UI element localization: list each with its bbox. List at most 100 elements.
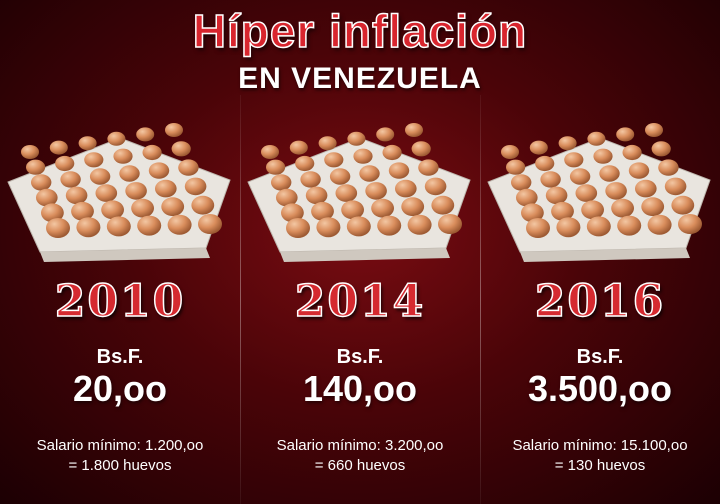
column-divider bbox=[240, 95, 241, 504]
egg-shape bbox=[581, 200, 604, 220]
egg-shape bbox=[376, 127, 395, 142]
egg-shape bbox=[540, 171, 561, 188]
egg-shape bbox=[171, 141, 191, 157]
egg-shape bbox=[526, 218, 550, 238]
egg-shape bbox=[395, 179, 417, 198]
egg-shape bbox=[324, 152, 344, 168]
egg-shape bbox=[535, 155, 555, 172]
egg-shape bbox=[136, 127, 155, 142]
egg-shape bbox=[305, 186, 328, 205]
egg-shape bbox=[564, 152, 584, 168]
egg-shape bbox=[521, 203, 544, 223]
egg-tray-image bbox=[487, 123, 711, 262]
egg-shape bbox=[628, 162, 650, 179]
egg-shape bbox=[647, 214, 672, 235]
egg-shape bbox=[616, 127, 635, 142]
egg-tray-image bbox=[247, 123, 471, 262]
egg-shape bbox=[95, 184, 118, 202]
egg-shape bbox=[281, 203, 304, 223]
egg-shape bbox=[148, 162, 170, 179]
egg-shape bbox=[266, 159, 286, 175]
egg-shape bbox=[65, 186, 88, 205]
minimum-salary: Salario mínimo: 1.200,oo bbox=[36, 437, 204, 454]
egg-shape bbox=[107, 131, 126, 146]
eggs-equivalent: = 1.800 huevos bbox=[68, 457, 172, 474]
egg-shape bbox=[405, 123, 423, 137]
egg-shape bbox=[658, 159, 679, 176]
egg-price: 20,oo bbox=[72, 368, 168, 409]
egg-shape bbox=[401, 197, 425, 217]
egg-shape bbox=[46, 218, 70, 238]
year-column-2014: 2014 Bs.F. 140,oo Salario mínimo: 3.200,… bbox=[240, 110, 480, 504]
egg-shape bbox=[318, 136, 337, 151]
egg-shape bbox=[60, 171, 81, 188]
egg-shape bbox=[295, 155, 315, 172]
egg-shape bbox=[641, 197, 665, 217]
page-subtitle: EN VENEZUELA bbox=[238, 62, 482, 95]
egg-shape bbox=[89, 168, 111, 185]
egg-shape bbox=[558, 136, 577, 151]
egg-shape bbox=[125, 182, 147, 200]
egg-shape bbox=[49, 140, 68, 155]
egg-shape bbox=[418, 159, 439, 176]
egg-shape bbox=[382, 144, 402, 161]
egg-shape bbox=[569, 168, 591, 185]
egg-shape bbox=[511, 174, 532, 191]
currency-label: Bs.F. bbox=[336, 346, 384, 368]
egg-shape bbox=[165, 123, 183, 137]
eggs-equivalent: = 660 huevos bbox=[314, 457, 406, 474]
egg-shape bbox=[25, 159, 46, 175]
salary-info: Salario mínimo: 15.100,oo = 130 huevos bbox=[480, 436, 720, 476]
salary-info: Salario mínimo: 3.200,oo = 660 huevos bbox=[240, 436, 480, 476]
year-label: 2016 bbox=[534, 275, 666, 328]
egg-shape bbox=[635, 179, 657, 198]
egg-shape bbox=[545, 186, 568, 205]
egg-shape bbox=[593, 148, 613, 164]
egg-shape bbox=[617, 215, 642, 236]
salary-info: Salario mínimo: 1.200,oo = 1.800 huevos bbox=[0, 436, 240, 476]
egg-shape bbox=[311, 201, 334, 221]
currency-label: Bs.F. bbox=[96, 346, 144, 368]
egg-shape bbox=[41, 203, 64, 223]
egg-shape bbox=[431, 195, 455, 215]
egg-shape bbox=[191, 195, 215, 215]
year-column-2010: 2010 Bs.F. 20,oo Salario mínimo: 1.200,o… bbox=[0, 110, 240, 504]
egg-shape bbox=[198, 214, 222, 234]
egg-shape bbox=[21, 145, 39, 159]
egg-shape bbox=[587, 131, 606, 146]
egg-shape bbox=[506, 159, 526, 175]
egg-shape bbox=[347, 131, 366, 146]
egg-shape bbox=[329, 168, 351, 185]
year-label: 2014 bbox=[294, 275, 426, 328]
egg-shape bbox=[671, 195, 695, 215]
egg-shape bbox=[316, 217, 341, 238]
egg-shape bbox=[335, 184, 358, 202]
egg-shape bbox=[611, 198, 634, 218]
egg-tray-image bbox=[7, 123, 231, 262]
egg-shape bbox=[261, 145, 279, 159]
egg-shape bbox=[276, 188, 298, 207]
egg-price: 140,oo bbox=[302, 368, 418, 409]
column-divider bbox=[480, 95, 481, 504]
egg-shape bbox=[286, 218, 310, 238]
egg-shape bbox=[271, 174, 292, 191]
egg-shape bbox=[184, 177, 207, 196]
egg-shape bbox=[106, 216, 131, 237]
eggs-equivalent: = 130 huevos bbox=[554, 457, 646, 474]
egg-shape bbox=[78, 136, 97, 151]
egg-shape bbox=[645, 123, 663, 137]
egg-shape bbox=[664, 177, 687, 196]
egg-shape bbox=[161, 197, 185, 217]
egg-shape bbox=[84, 152, 104, 168]
egg-shape bbox=[388, 162, 410, 179]
egg-shape bbox=[31, 174, 52, 191]
egg-shape bbox=[529, 140, 548, 155]
egg-shape bbox=[36, 188, 58, 207]
year-label: 2010 bbox=[54, 275, 186, 328]
egg-shape bbox=[178, 159, 199, 176]
egg-shape bbox=[599, 165, 620, 182]
egg-shape bbox=[353, 148, 373, 164]
egg-shape bbox=[155, 179, 177, 198]
egg-shape bbox=[341, 200, 364, 220]
egg-shape bbox=[137, 215, 162, 236]
